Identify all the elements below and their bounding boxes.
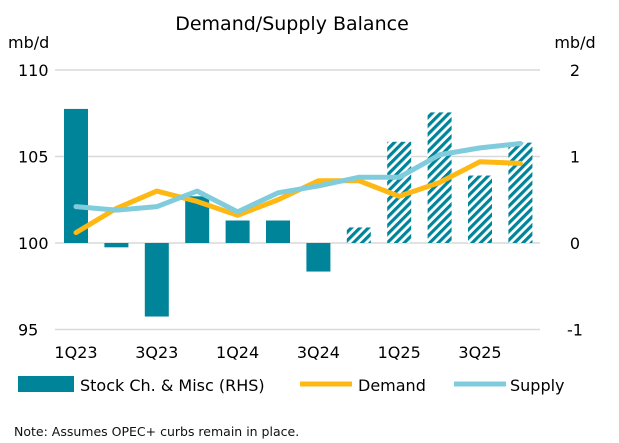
x-tick-label: 1Q23: [54, 343, 97, 362]
stock-change-bar: [266, 220, 290, 243]
right-tick-label: 0: [570, 234, 580, 253]
right-tick-label: 2: [570, 61, 580, 80]
demand-line: [73, 159, 523, 236]
x-tick-label: 3Q24: [297, 343, 340, 362]
stock-change-bar: [508, 142, 533, 243]
chart-title: Demand/Supply Balance: [175, 13, 409, 35]
right-tick-label: -1: [567, 321, 583, 340]
left-tick-label: 100: [18, 234, 49, 253]
stock-change-bar: [104, 243, 129, 248]
stock-change-bar: [468, 175, 492, 243]
x-tick-label: 1Q24: [216, 343, 259, 362]
stock-change-bar: [346, 227, 371, 243]
supply-line: [73, 141, 523, 215]
stock-change-bar: [225, 220, 250, 243]
footnote: Note: Assumes OPEC+ curbs remain in plac…: [14, 424, 300, 439]
stock-change-bar: [306, 243, 331, 272]
stock-change-bar: [64, 108, 88, 243]
stock-change-bar: [144, 243, 169, 317]
legend-label-supply: Supply: [510, 376, 565, 395]
x-tick-label: 3Q23: [135, 343, 178, 362]
x-tick-label: 1Q25: [378, 343, 421, 362]
legend-label-demand: Demand: [358, 376, 426, 395]
left-tick-label: 105: [18, 148, 49, 167]
legend: Stock Ch. & Misc (RHS) Demand Supply: [18, 376, 565, 395]
right-axis-unit: mb/d: [554, 33, 595, 52]
left-axis-unit: mb/d: [8, 33, 49, 52]
x-tick-label: 3Q25: [458, 343, 501, 362]
legend-swatch-stock-change: [18, 376, 74, 392]
right-tick-label: 1: [570, 148, 580, 167]
legend-label-stock-change: Stock Ch. & Misc (RHS): [80, 376, 265, 395]
left-tick-label: 95: [18, 321, 38, 340]
left-tick-label: 110: [18, 61, 49, 80]
